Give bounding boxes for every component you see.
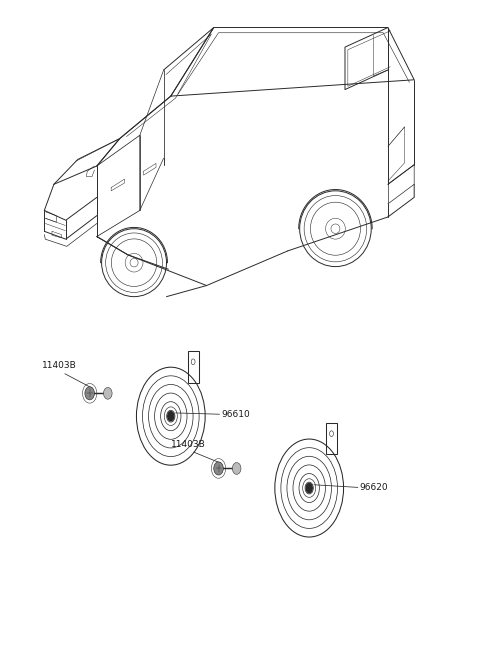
Bar	[326, 422, 337, 455]
Circle shape	[85, 387, 95, 400]
Circle shape	[104, 388, 112, 400]
Text: 96610: 96610	[221, 410, 250, 419]
Text: 96620: 96620	[360, 483, 388, 492]
Circle shape	[232, 462, 241, 474]
Text: 11403B: 11403B	[42, 361, 77, 371]
Ellipse shape	[167, 411, 175, 422]
Circle shape	[214, 462, 223, 475]
Bar	[188, 351, 199, 382]
Text: 11403B: 11403B	[171, 440, 205, 449]
Ellipse shape	[305, 483, 313, 493]
